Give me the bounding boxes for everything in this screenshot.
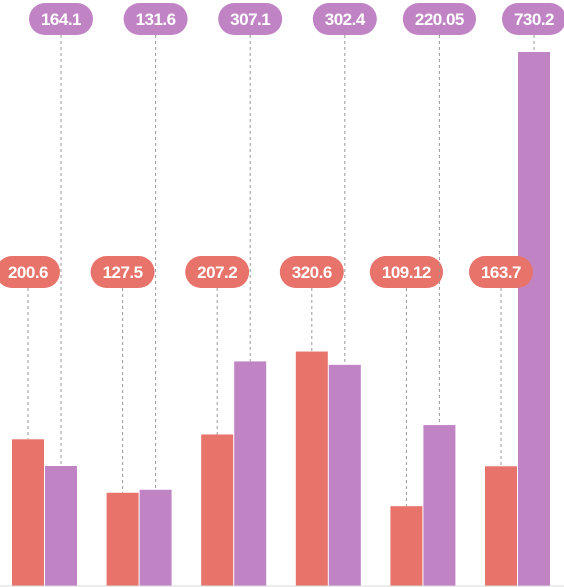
value-pill-series-1-item-3 [185, 256, 250, 288]
value-pill-series-1-item-2 [90, 256, 155, 288]
value-pill-series-1-item-5 [369, 256, 443, 288]
bar-series-1-item-6 [485, 466, 517, 586]
data-label-series-1-item-6: 163.7 [481, 263, 521, 282]
value-pill-series-2-item-3 [218, 3, 283, 35]
data-label-series-2-item-1: 164.1 [41, 10, 81, 29]
data-label-series-2-item-5: 220.05 [415, 10, 464, 29]
bar-series-1-item-3 [201, 434, 234, 586]
data-label-series-1-item-5: 109.12 [382, 263, 431, 282]
bar-series-2-item-6 [518, 52, 550, 586]
bar-series-2-item-1 [45, 465, 77, 586]
bar-series-1-item-4 [295, 351, 328, 586]
data-label-series-1-item-2: 127.5 [103, 263, 143, 282]
bar-series-2-item-3 [234, 361, 267, 586]
bar-series-2-item-5 [423, 425, 456, 586]
bar-series-1-item-5 [390, 506, 423, 586]
bar-series-1-item-2 [106, 492, 139, 586]
value-pill-series-2-item-5 [402, 3, 476, 35]
value-pill-series-1-item-4 [279, 256, 344, 288]
data-label-series-2-item-3: 307.1 [230, 10, 270, 29]
data-label-series-1-item-1: 200.6 [8, 263, 48, 282]
bar-series-2-item-2 [139, 489, 172, 586]
value-pill-series-2-item-2 [123, 3, 188, 35]
value-pill-series-1-item-6 [469, 256, 533, 288]
value-pill-series-2-item-4 [312, 3, 377, 35]
data-label-series-2-item-6: 730.2 [514, 10, 554, 29]
data-label-series-2-item-2: 131.6 [136, 10, 176, 29]
value-pill-series-2-item-6 [502, 3, 564, 35]
data-label-series-2-item-4: 302.4 [325, 10, 366, 29]
data-label-series-1-item-3: 207.2 [197, 263, 237, 282]
labels-layer: 200.6 127.5 207.2 320.6 109.12 163.7 164.1 131.… [0, 3, 564, 507]
value-pill-series-1-item-1 [0, 256, 60, 288]
bar-series-2-item-4 [328, 364, 361, 586]
bars-layer [12, 52, 550, 586]
data-label-series-1-item-4: 320.6 [292, 263, 332, 282]
value-pill-series-2-item-1 [29, 3, 93, 35]
bar-series-1-item-1 [12, 439, 44, 586]
